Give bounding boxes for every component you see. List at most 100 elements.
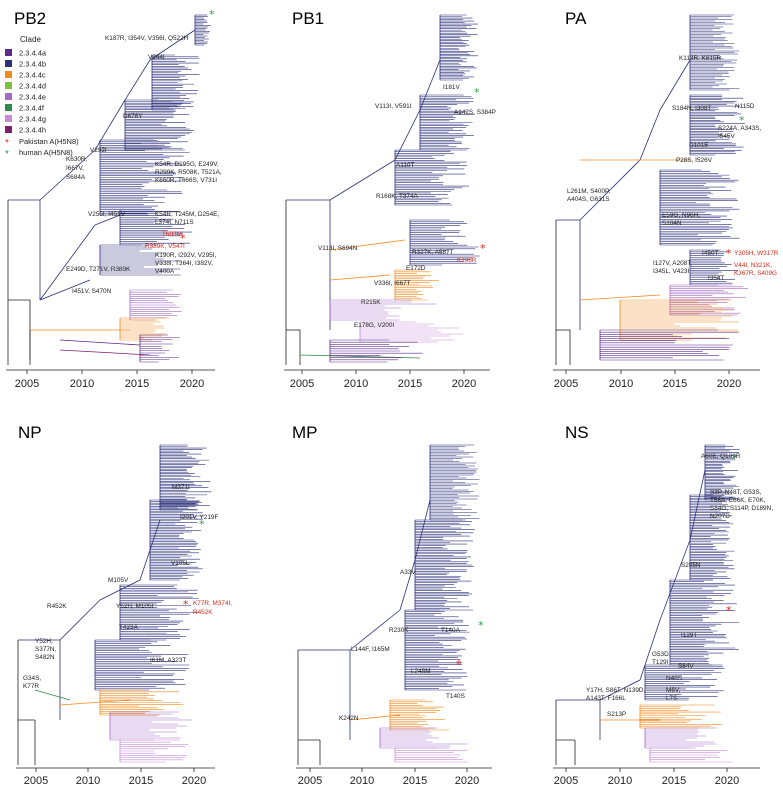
axis-tick-label: 2010 xyxy=(70,378,94,390)
tree-branch xyxy=(414,499,431,561)
mutation-label: R452K xyxy=(47,603,67,610)
axis-tick-label: 2020 xyxy=(715,775,739,787)
panel-title-pb2: PB2 xyxy=(14,9,46,28)
tree-branch xyxy=(124,59,151,101)
mutation-label: R389K, V547I xyxy=(145,243,185,250)
legend-swatch-c xyxy=(5,71,12,78)
axis-tick-label: 2005 xyxy=(24,775,48,787)
axis-tick-label: 2020 xyxy=(180,378,204,390)
tree-branch xyxy=(394,109,421,161)
mutation-label: S84V xyxy=(678,663,694,670)
mutation-label: V255I, I451V xyxy=(88,211,126,218)
legend-label-d: 2.3.4.4d xyxy=(19,82,46,91)
tree-branch xyxy=(34,689,71,701)
mutation-label: S3P, N48T, G53S, xyxy=(710,489,762,496)
panel-title-pb1: PB1 xyxy=(292,9,324,28)
mutation-label: M371I xyxy=(172,484,190,491)
axis-tick-label: 2015 xyxy=(663,378,687,390)
axis-tick-label: 2005 xyxy=(15,378,39,390)
human-tip-star: * xyxy=(732,452,738,465)
tree-branch xyxy=(329,239,406,251)
pakistan-star-icon: * xyxy=(5,138,9,149)
mutation-label: G34S, xyxy=(23,675,41,682)
mutation-label: K242N xyxy=(339,715,359,722)
mutation-label: V336I, I667T xyxy=(374,280,411,287)
tree-branch xyxy=(94,99,126,151)
mutation-label: V44I, N321K, xyxy=(734,262,772,269)
legend-label-e: 2.3.4.4e xyxy=(19,93,46,102)
mutation-label: R299K, R508K, T521A, xyxy=(155,169,222,176)
human-tip-star: * xyxy=(474,86,480,99)
mutation-label: Y305H, W317R xyxy=(734,250,779,257)
axis-tick-label: 2015 xyxy=(403,775,427,787)
legend-swatch-f xyxy=(5,104,12,111)
tree-branch xyxy=(639,619,661,681)
axis-tick-label: 2005 xyxy=(298,775,322,787)
mutation-label: K190R, I292V, V295I, xyxy=(155,252,216,259)
legend-label-human: human A(H5N8) xyxy=(19,148,73,157)
legend-swatch-b xyxy=(5,60,12,67)
mutation-label: S184N xyxy=(662,220,682,227)
human-tip-star: * xyxy=(209,8,215,21)
mutation-label: K630R, xyxy=(66,156,88,163)
pakistan-tip-star: * xyxy=(480,242,486,255)
mutation-label: S482N xyxy=(35,654,55,661)
tree-branch xyxy=(599,679,641,701)
mutation-label: A33V xyxy=(400,569,416,576)
mutation-label: K113R, K615R xyxy=(679,55,722,62)
mutation-label: S377N, xyxy=(35,646,57,653)
mutation-label: P28S, I526V xyxy=(676,157,713,164)
axis-tick-label: 2020 xyxy=(452,378,476,390)
mutation-label: K77R xyxy=(23,683,39,690)
tree-branch xyxy=(39,224,96,301)
axis-pa: 2005 2010 2015 2020 xyxy=(553,369,760,390)
tree-branch xyxy=(639,109,661,161)
legend-label-h: 2.3.4.4h xyxy=(19,126,46,135)
axis-ns: 2005 2010 2015 2020 xyxy=(553,767,760,787)
mutation-label: V292I xyxy=(90,147,107,154)
mutation-label: V113I, V591I xyxy=(375,103,412,110)
mutation-label: S684A xyxy=(66,174,86,181)
pakistan-tip-star: * xyxy=(180,232,186,245)
mutation-label: I667V, xyxy=(66,165,84,172)
mutation-label: I345L, V423I xyxy=(653,268,689,275)
panel-title-pa: PA xyxy=(565,9,587,28)
mutation-label: T129I xyxy=(652,659,669,666)
tree-branch xyxy=(349,609,401,651)
mutation-label: L7S xyxy=(666,695,677,702)
mutation-label: L248M xyxy=(411,668,431,675)
mutation-label: K54R, T245M, D254E, xyxy=(155,211,219,218)
mutation-label: E172D xyxy=(406,265,426,272)
mutation-label: K367R, S409G xyxy=(734,270,777,277)
mutations-pb2: K187R, I354V, V356I, Q522H V344I D676Y V… xyxy=(66,35,222,295)
tree-branch xyxy=(59,339,141,346)
mutation-label: R452K xyxy=(193,609,213,616)
mutations-np: M371I I201V, Y219F V105L M105V R452K Y52… xyxy=(23,484,232,690)
axis-pb2: 2005 2010 2015 2020 xyxy=(6,369,215,390)
axis-tick-label: 2010 xyxy=(350,775,374,787)
mutation-label: R168K, T374A xyxy=(376,193,419,200)
pakistan-tip-star: * xyxy=(726,604,732,617)
mutation-label: T140A xyxy=(441,627,461,634)
axis-np: 2005 2010 2015 2020 xyxy=(16,767,215,787)
mutation-label: D101E xyxy=(689,142,709,149)
tip-stars: * * * * * * * * * * * * xyxy=(180,8,745,671)
panel-title-mp: MP xyxy=(292,423,318,442)
axis-tick-label: 2015 xyxy=(398,378,422,390)
mutation-label: A142S, S384P xyxy=(454,109,496,116)
mutation-label: E249D, T271V, R389K xyxy=(66,266,131,273)
tree-branch xyxy=(59,349,151,356)
mutation-label: I354T xyxy=(708,275,724,282)
mutation-label: S84G, S114P, D189N, xyxy=(710,505,773,512)
mutation-label: L261M, S400P, xyxy=(567,188,610,195)
axis-tick-label: 2010 xyxy=(608,775,632,787)
pakistan-tip-star: * xyxy=(456,658,462,671)
mutations-pb1: I181V V113I, V591I A142S, S384P A110T R1… xyxy=(318,84,496,329)
legend-swatch-g xyxy=(5,115,12,122)
human-tip-star: * xyxy=(478,619,484,632)
mutation-label: K77R, M374I, xyxy=(193,600,232,607)
mutation-label: I127V, A208T, xyxy=(653,260,692,267)
axis-tick-label: 2020 xyxy=(455,775,479,787)
axis-tick-label: 2015 xyxy=(662,775,686,787)
axis-tick-label: 2020 xyxy=(717,378,741,390)
